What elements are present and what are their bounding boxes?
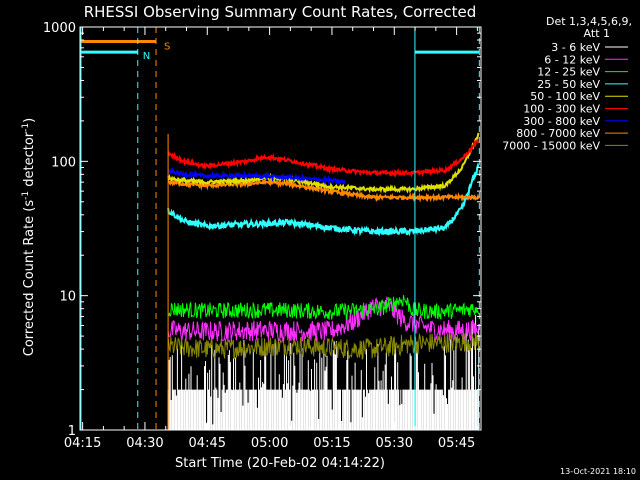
legend-header-attenuator: Att 1 bbox=[584, 27, 610, 40]
plot-area: SN bbox=[80, 27, 480, 430]
x-tick-label: 05:30 bbox=[376, 436, 413, 451]
x-tick-label: 04:30 bbox=[126, 436, 163, 451]
series-50-100-kev bbox=[167, 132, 480, 194]
y-tick-label: 10 bbox=[59, 290, 76, 305]
x-tick-label: 04:45 bbox=[189, 436, 226, 451]
chart-title: RHESSI Observing Summary Count Rates, Co… bbox=[84, 3, 477, 21]
series-100-300-kev bbox=[167, 139, 480, 178]
axes-frame bbox=[79, 26, 482, 431]
x-axis-label: Start Time (20-Feb-02 04:14:22) bbox=[175, 456, 385, 471]
y-tick-label: 1 bbox=[68, 424, 76, 439]
series-25-50-kev bbox=[167, 162, 480, 237]
series-7000-15000-kev bbox=[167, 331, 480, 361]
night-marker-label: N bbox=[143, 51, 150, 62]
series-6-12-kev bbox=[167, 296, 480, 342]
y-tick-label: 1000 bbox=[43, 21, 76, 36]
legend-entry-label: 100 - 300 keV bbox=[523, 103, 600, 116]
series-12-25-kev bbox=[167, 295, 480, 321]
x-tick-label: 05:15 bbox=[313, 436, 350, 451]
series-800-7000-kev bbox=[167, 177, 480, 203]
date-stamp: 13-Oct-2021 18:10 bbox=[560, 467, 636, 476]
y-tick-label: 100 bbox=[51, 155, 76, 170]
x-tick-label: 04:15 bbox=[64, 436, 101, 451]
legend-entry-label: 300 - 800 keV bbox=[523, 115, 600, 128]
series-3-6-kev bbox=[167, 314, 480, 430]
legend-entry-label: 50 - 100 keV bbox=[530, 90, 600, 103]
axes: 1 10 100 1000 04:15 04:30 04:45 05:00 05:15 05:30… bbox=[43, 21, 482, 451]
x-tick-label: 05:45 bbox=[438, 436, 475, 451]
legend-entry-label: 3 - 6 keV bbox=[551, 41, 600, 54]
series-300-800-kev bbox=[167, 167, 347, 186]
legend-entry-label: 25 - 50 keV bbox=[537, 78, 600, 91]
saa-marker-label: S bbox=[164, 41, 170, 52]
legend-entry-label: 12 - 25 keV bbox=[537, 66, 600, 79]
legend-header-detectors: Det 1,3,4,5,6,9, bbox=[546, 15, 632, 28]
legend-entry-label: 6 - 12 keV bbox=[544, 53, 600, 66]
x-tick-label: 05:00 bbox=[251, 436, 288, 451]
y-axis-label: Corrected Count Rate (s-1 detector-1) bbox=[21, 118, 37, 356]
legend-entry-label: 800 - 7000 keV bbox=[516, 127, 600, 140]
legend-entry-label: 7000 - 15000 keV bbox=[502, 139, 600, 152]
